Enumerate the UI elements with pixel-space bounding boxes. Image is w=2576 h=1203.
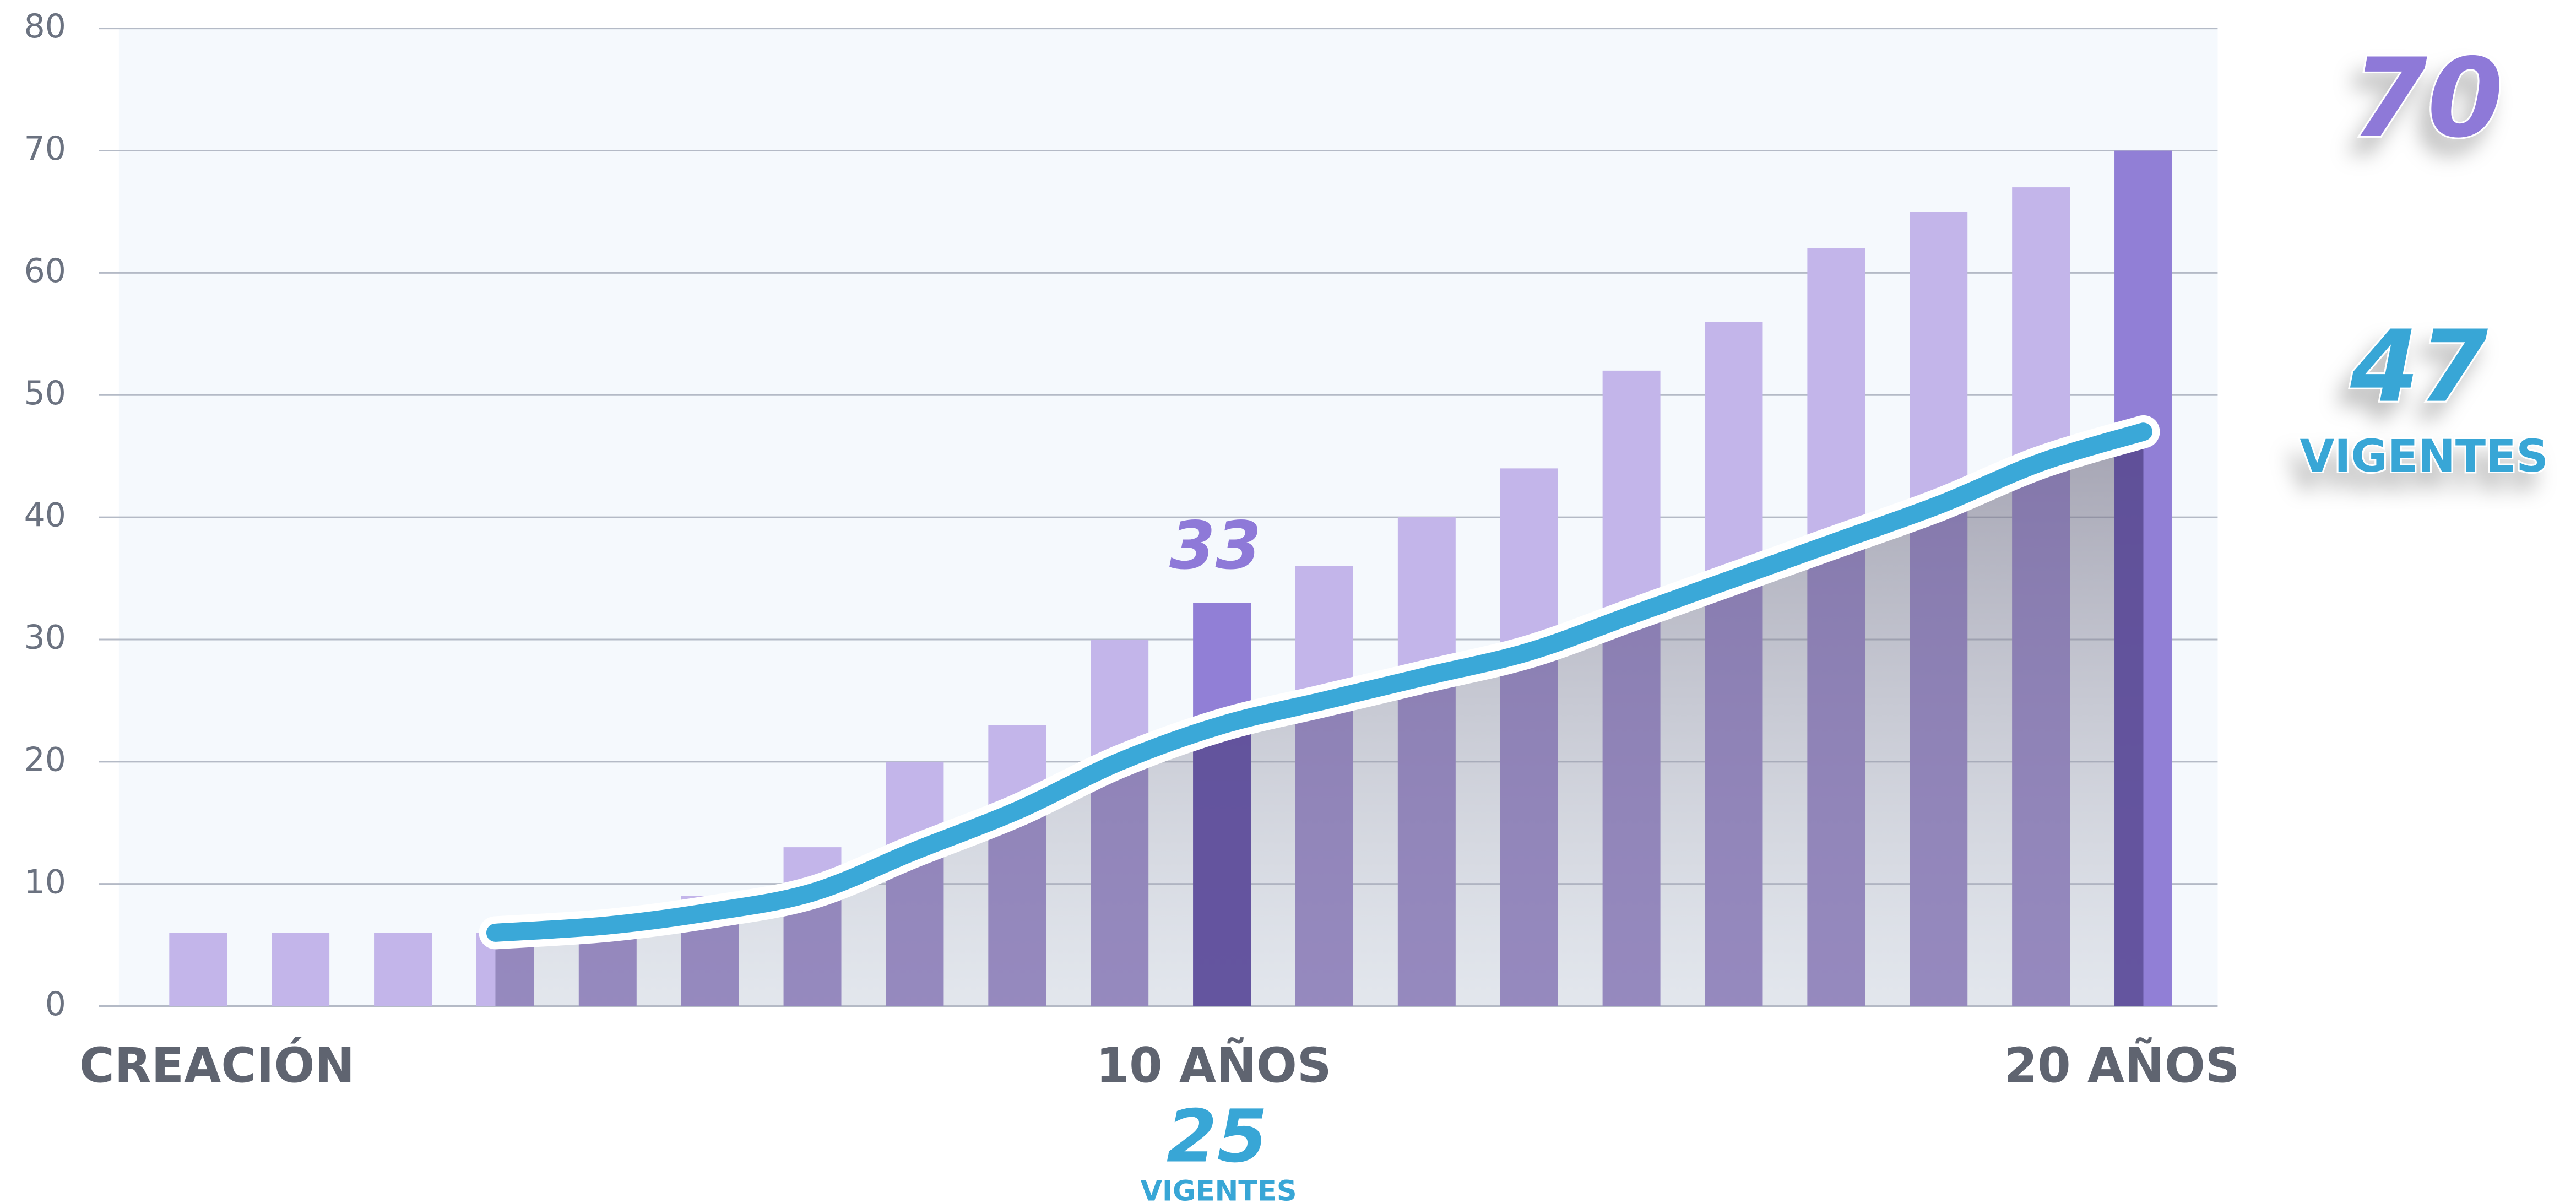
y-tick-label: 40 [24, 496, 66, 535]
bar-shade [2012, 431, 2070, 1006]
y-tick-label: 60 [24, 252, 66, 290]
y-tick-label: 70 [24, 129, 66, 168]
annotation: 33 [1169, 508, 1261, 584]
x-tick-label: CREACIÓN [79, 1037, 355, 1093]
annotation: VIGENTES [1141, 1175, 1297, 1203]
annotation: 70 [2352, 35, 2503, 162]
y-tick-label: 10 [24, 863, 66, 901]
bar [169, 933, 227, 1006]
bar [272, 933, 330, 1006]
bar-shade [2114, 431, 2144, 1006]
x-tick-label: 10 AÑOS [1096, 1037, 1332, 1093]
y-tick-label: 80 [24, 7, 66, 46]
annotation: VIGENTES [2300, 431, 2548, 483]
annotation: 47 [2350, 310, 2488, 425]
line [486, 422, 2152, 942]
y-tick-label: 20 [24, 740, 66, 779]
y-tick-label: 0 [45, 985, 66, 1023]
bar [374, 933, 432, 1006]
annotation: 25 [1167, 1094, 1268, 1179]
y-tick-label: 30 [24, 619, 66, 657]
y-tick-label: 50 [24, 374, 66, 413]
x-tick-label: 20 AÑOS [2004, 1037, 2240, 1093]
